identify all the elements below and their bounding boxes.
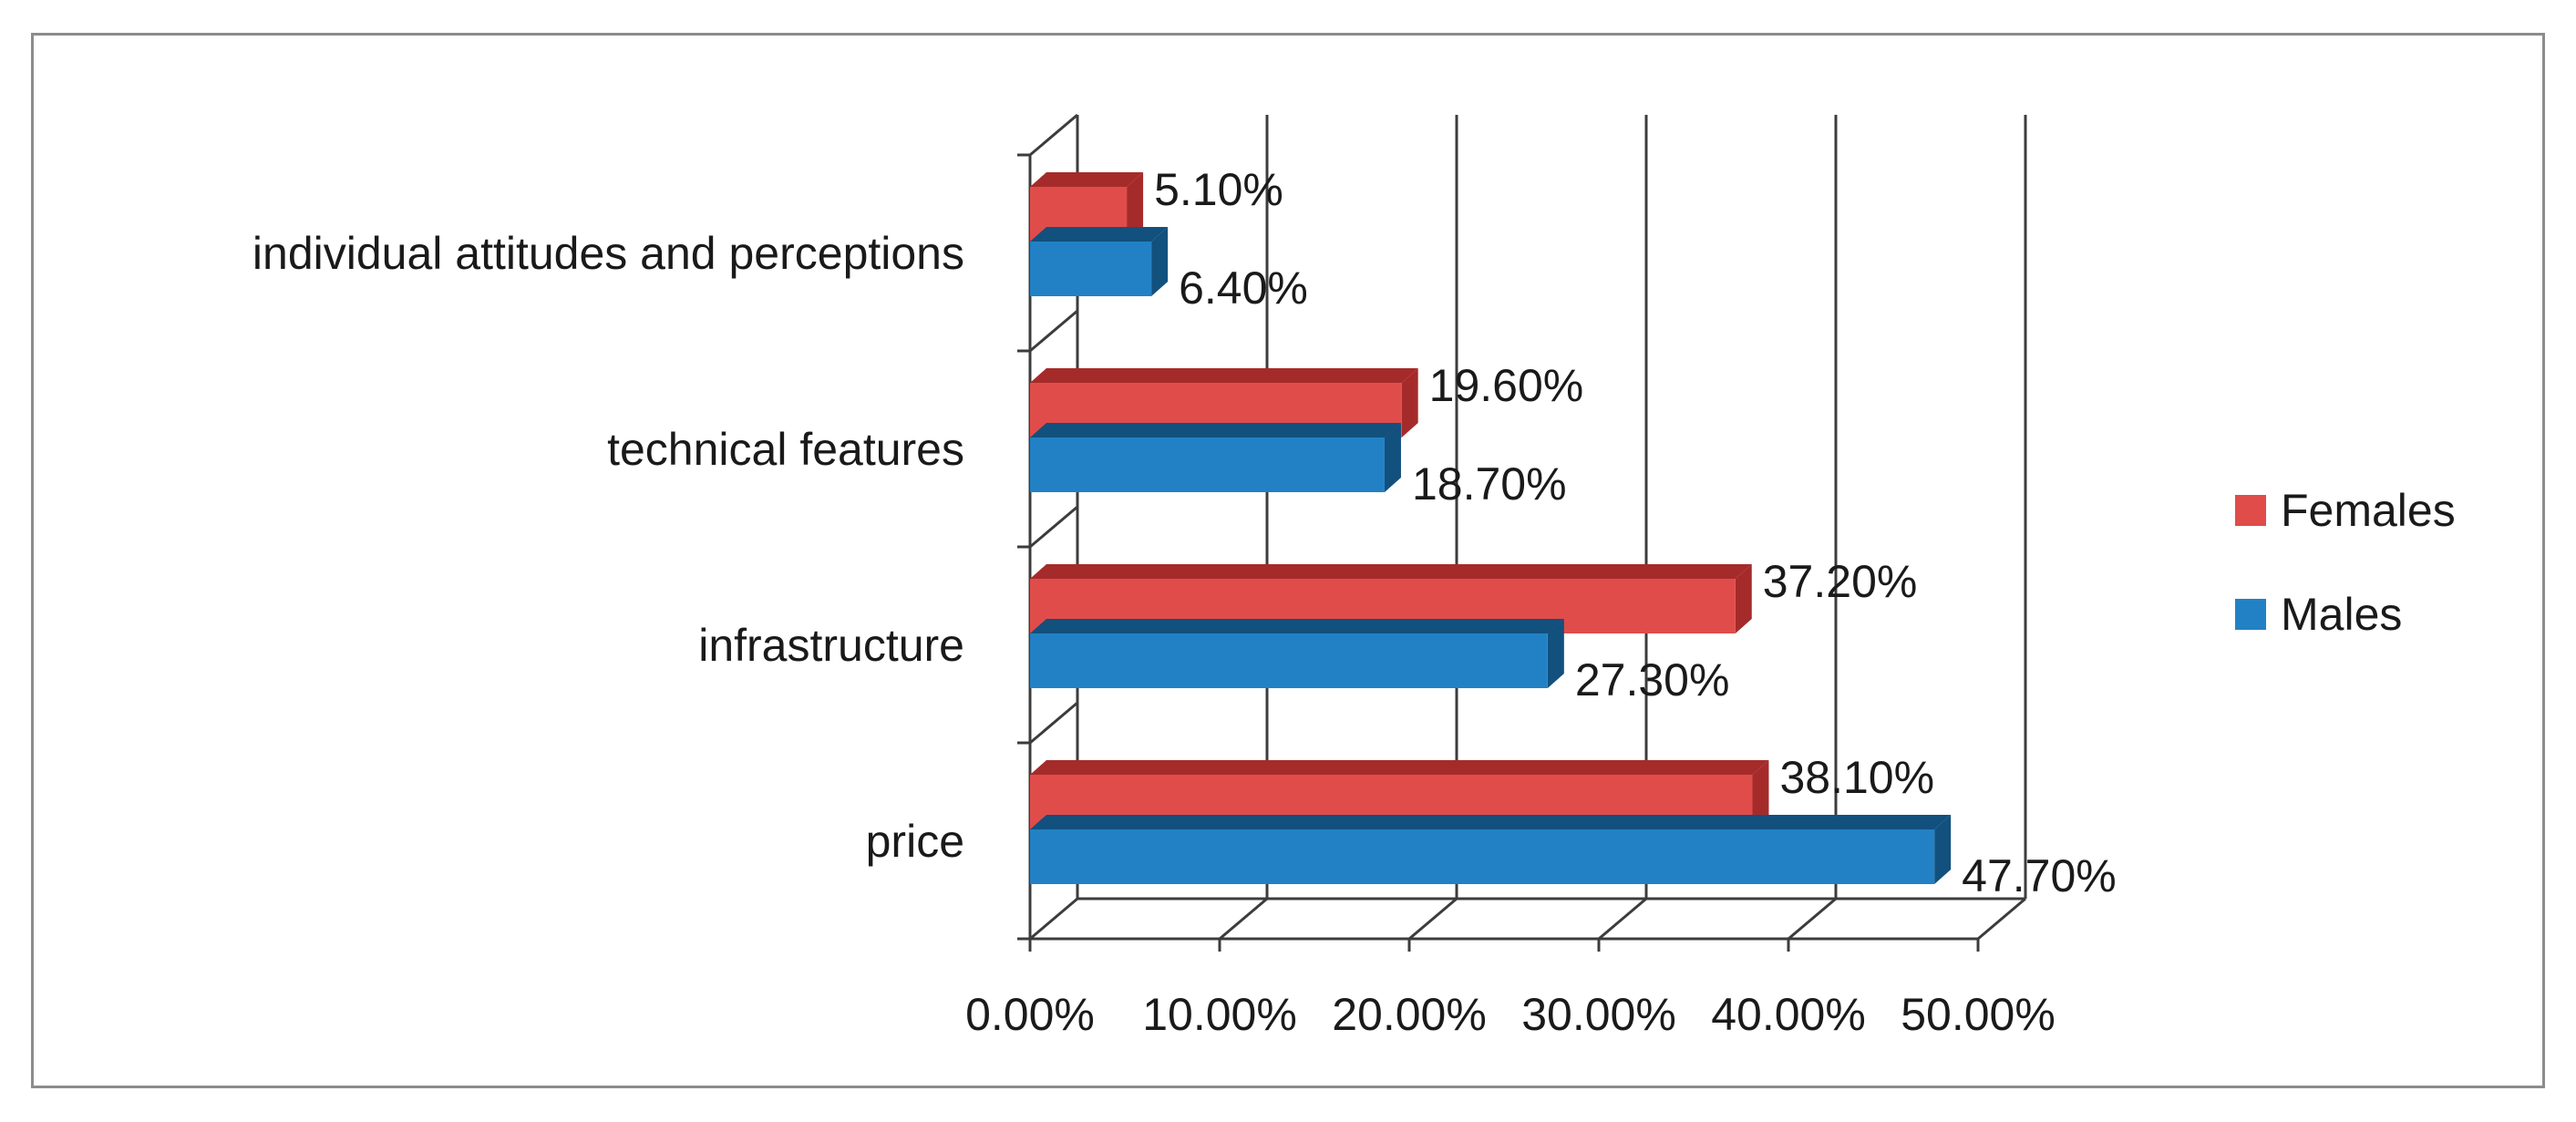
bar-male-0 [1030, 815, 1952, 884]
data-label-male: 18.70% [1412, 458, 1567, 510]
bar-front-face [1030, 633, 1548, 688]
side-wall-separator [1029, 309, 1078, 353]
side-wall-top-edge [1029, 113, 1078, 157]
bar-male-1 [1030, 619, 1564, 688]
x-tick-label: 0.00% [965, 989, 1095, 1040]
x-tick-label: 50.00% [1901, 989, 2056, 1040]
bar-top-face [1030, 815, 1952, 829]
legend-label-males: Males [2281, 589, 2402, 640]
x-tick-label: 30.00% [1521, 989, 1676, 1040]
bar-front-face [1030, 829, 1935, 884]
floor-gridline [1598, 897, 1647, 941]
bar-top-face [1030, 760, 1769, 775]
floor-gridline [1977, 897, 2026, 941]
floor-gridline [1788, 897, 1837, 941]
bar-top-face [1030, 423, 1401, 437]
bar-front-face [1030, 242, 1152, 296]
legend-swatch-males [2235, 599, 2266, 630]
bar-end-face [1752, 760, 1769, 829]
data-label-female: 5.10% [1154, 164, 1283, 215]
bar-top-face [1030, 619, 1564, 633]
side-wall-separator [1029, 701, 1078, 745]
x-tick-label: 10.00% [1142, 989, 1297, 1040]
category-label: technical features [607, 424, 964, 475]
legend-label-females: Females [2281, 485, 2456, 536]
legend-swatch-females [2235, 495, 2266, 526]
data-label-female: 38.10% [1779, 752, 1934, 803]
bar-top-face [1030, 227, 1169, 242]
data-label-male: 6.40% [1179, 262, 1308, 314]
data-label-female: 19.60% [1429, 360, 1584, 411]
data-label-female: 37.20% [1763, 556, 1918, 607]
floor-gridline [1219, 897, 1268, 941]
data-label-male: 27.30% [1575, 654, 1730, 705]
bar-end-face [1151, 227, 1169, 296]
chart-frame [31, 33, 2545, 1088]
category-label: price [866, 816, 964, 867]
category-label: infrastructure [698, 620, 964, 671]
side-wall-separator [1029, 505, 1078, 549]
bar-top-face [1030, 368, 1418, 383]
bar-top-face [1030, 564, 1752, 579]
bar-end-face [1127, 172, 1144, 242]
bar-front-face [1030, 437, 1385, 492]
bar-male-2 [1030, 423, 1401, 492]
bar-male-3 [1030, 227, 1169, 296]
bar-end-face [1934, 815, 1952, 884]
bar-end-face [1384, 423, 1401, 492]
bar-end-face [1735, 564, 1752, 633]
bar-end-face [1401, 368, 1418, 437]
bar-end-face [1547, 619, 1564, 688]
floor-gridline [1408, 897, 1458, 941]
floor-gridline [1029, 897, 1078, 941]
data-label-male: 47.70% [1962, 850, 2117, 901]
bar-top-face [1030, 172, 1144, 187]
category-label: individual attitudes and perceptions [252, 228, 964, 279]
x-tick-label: 20.00% [1332, 989, 1487, 1040]
x-tick-label: 40.00% [1711, 989, 1866, 1040]
